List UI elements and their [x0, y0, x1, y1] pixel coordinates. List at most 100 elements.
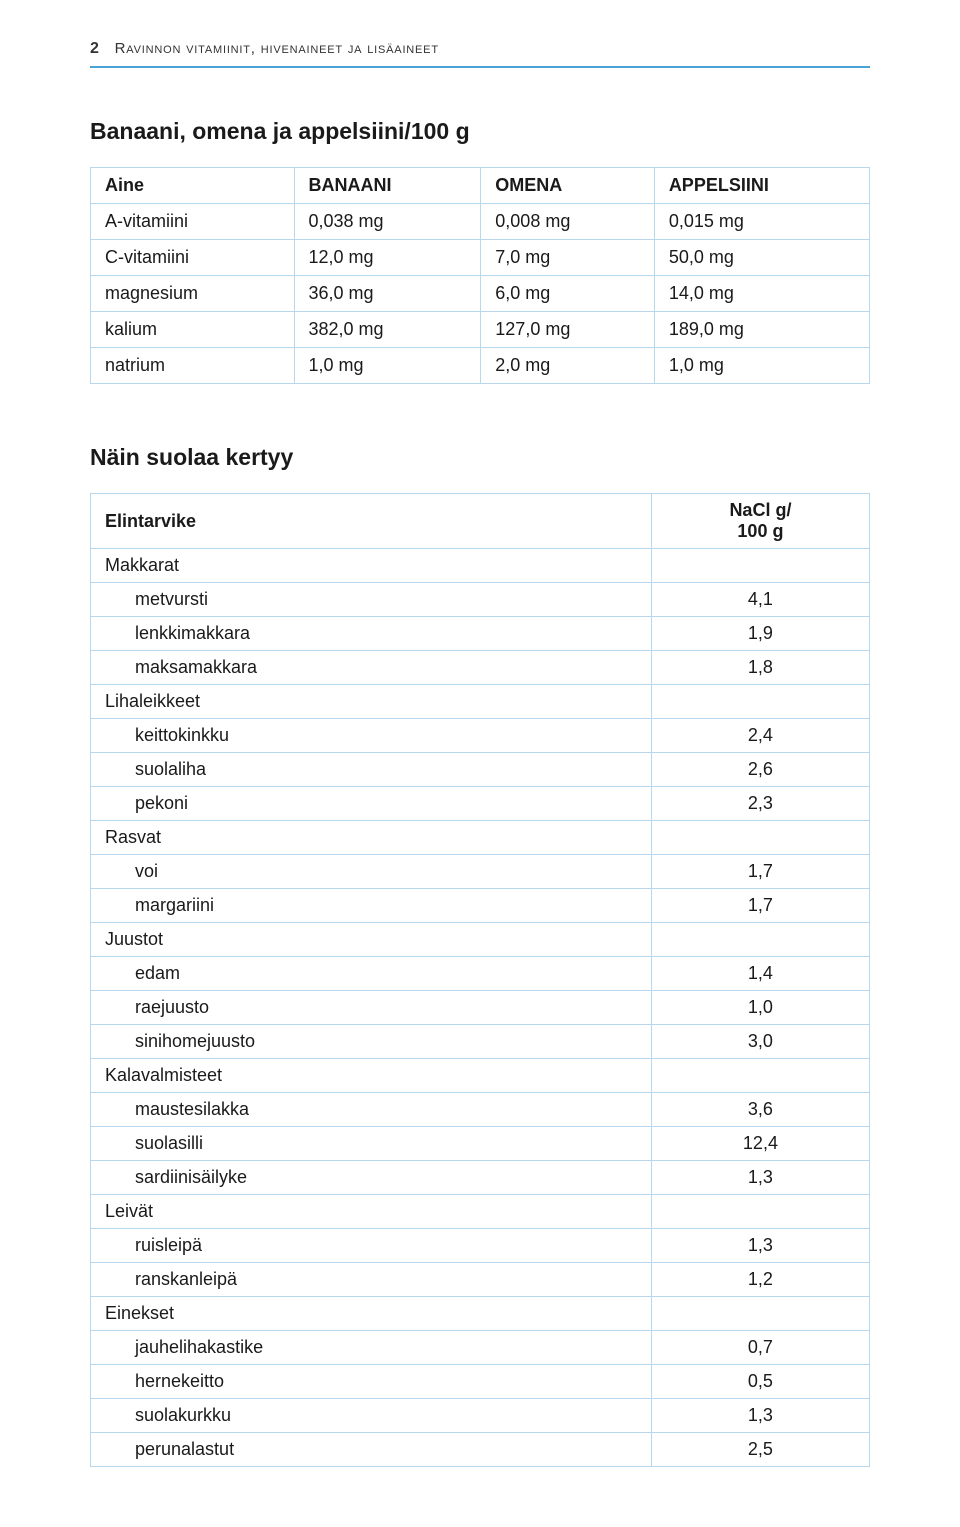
item-label: edam — [91, 957, 652, 991]
item-label: ruisleipä — [91, 1229, 652, 1263]
item-label: lenkkimakkara — [91, 617, 652, 651]
table-row: margariini1,7 — [91, 889, 870, 923]
item-value: 1,8 — [651, 651, 869, 685]
table-row: lenkkimakkara1,9 — [91, 617, 870, 651]
table1-header-3: APPELSIINI — [654, 168, 869, 204]
item-label: margariini — [91, 889, 652, 923]
item-label: suolaliha — [91, 753, 652, 787]
running-header: 2 Ravinnon vitamiinit, hivenaineet ja li… — [90, 40, 870, 58]
table-cell: 382,0 mg — [294, 312, 481, 348]
item-label: maksamakkara — [91, 651, 652, 685]
table-row: jauhelihakastike0,7 — [91, 1331, 870, 1365]
table-row: Einekset — [91, 1297, 870, 1331]
item-label: sinihomejuusto — [91, 1025, 652, 1059]
item-value: 1,4 — [651, 957, 869, 991]
table2-body: Makkaratmetvursti4,1lenkkimakkara1,9maks… — [91, 549, 870, 1467]
table1-title: Banaani, omena ja appelsiini/100 g — [90, 118, 870, 145]
item-value: 1,7 — [651, 855, 869, 889]
item-value: 2,6 — [651, 753, 869, 787]
table-row: Lihaleikkeet — [91, 685, 870, 719]
table-row: magnesium36,0 mg6,0 mg14,0 mg — [91, 276, 870, 312]
group-label: Kalavalmisteet — [91, 1059, 652, 1093]
table-row: maksamakkara1,8 — [91, 651, 870, 685]
table-row: keittokinkku2,4 — [91, 719, 870, 753]
item-value: 0,7 — [651, 1331, 869, 1365]
table-cell: 127,0 mg — [481, 312, 655, 348]
table-row: pekoni2,3 — [91, 787, 870, 821]
table1-header-2: OMENA — [481, 168, 655, 204]
item-label: ranskanleipä — [91, 1263, 652, 1297]
table-row: raejuusto1,0 — [91, 991, 870, 1025]
page-number: 2 — [90, 40, 100, 57]
table-cell: magnesium — [91, 276, 295, 312]
table-cell: 12,0 mg — [294, 240, 481, 276]
table-row: kalium382,0 mg127,0 mg189,0 mg — [91, 312, 870, 348]
item-label: pekoni — [91, 787, 652, 821]
table-row: Kalavalmisteet — [91, 1059, 870, 1093]
table-row: C-vitamiini12,0 mg7,0 mg50,0 mg — [91, 240, 870, 276]
item-label: maustesilakka — [91, 1093, 652, 1127]
group-label: Einekset — [91, 1297, 652, 1331]
table-row: Aine BANAANI OMENA APPELSIINI — [91, 168, 870, 204]
table-row: sinihomejuusto3,0 — [91, 1025, 870, 1059]
table-cell: 14,0 mg — [654, 276, 869, 312]
table-cell — [651, 1297, 869, 1331]
group-label: Juustot — [91, 923, 652, 957]
table-cell: 1,0 mg — [654, 348, 869, 384]
table-row: edam1,4 — [91, 957, 870, 991]
table-cell — [651, 1059, 869, 1093]
table-cell: 0,008 mg — [481, 204, 655, 240]
salt-content-table: Elintarvike NaCl g/ 100 g Makkaratmetvur… — [90, 493, 870, 1467]
table1-header-0: Aine — [91, 168, 295, 204]
item-value: 4,1 — [651, 583, 869, 617]
item-label: hernekeitto — [91, 1365, 652, 1399]
group-label: Lihaleikkeet — [91, 685, 652, 719]
table1-body: A-vitamiini0,038 mg0,008 mg0,015 mgC-vit… — [91, 204, 870, 384]
table-cell: 50,0 mg — [654, 240, 869, 276]
table-row: natrium1,0 mg2,0 mg1,0 mg — [91, 348, 870, 384]
group-label: Rasvat — [91, 821, 652, 855]
table-cell — [651, 923, 869, 957]
table-row: suolakurkku1,3 — [91, 1399, 870, 1433]
item-value: 2,4 — [651, 719, 869, 753]
table-cell: 36,0 mg — [294, 276, 481, 312]
table-row: Makkarat — [91, 549, 870, 583]
item-value: 1,7 — [651, 889, 869, 923]
item-value: 2,3 — [651, 787, 869, 821]
table2-header-1: NaCl g/ 100 g — [651, 494, 869, 549]
item-value: 12,4 — [651, 1127, 869, 1161]
item-value: 1,3 — [651, 1161, 869, 1195]
table-cell: 1,0 mg — [294, 348, 481, 384]
table-row: A-vitamiini0,038 mg0,008 mg0,015 mg — [91, 204, 870, 240]
item-value: 3,0 — [651, 1025, 869, 1059]
table-row: Leivät — [91, 1195, 870, 1229]
running-title: Ravinnon vitamiinit, hivenaineet ja lisä… — [115, 40, 439, 57]
table-cell: C-vitamiini — [91, 240, 295, 276]
table-row: Elintarvike NaCl g/ 100 g — [91, 494, 870, 549]
table-cell — [651, 685, 869, 719]
item-label: suolasilli — [91, 1127, 652, 1161]
item-label: suolakurkku — [91, 1399, 652, 1433]
table-row: Juustot — [91, 923, 870, 957]
item-value: 1,3 — [651, 1399, 869, 1433]
table-row: suolaliha2,6 — [91, 753, 870, 787]
table1-header-1: BANAANI — [294, 168, 481, 204]
item-value: 1,0 — [651, 991, 869, 1025]
item-value: 3,6 — [651, 1093, 869, 1127]
table-row: ranskanleipä1,2 — [91, 1263, 870, 1297]
table-cell — [651, 1195, 869, 1229]
item-label: sardiinisäilyke — [91, 1161, 652, 1195]
table-row: sardiinisäilyke1,3 — [91, 1161, 870, 1195]
item-label: keittokinkku — [91, 719, 652, 753]
header-rule — [90, 66, 870, 68]
item-value: 0,5 — [651, 1365, 869, 1399]
table-cell: 189,0 mg — [654, 312, 869, 348]
item-label: voi — [91, 855, 652, 889]
table-cell — [651, 821, 869, 855]
table-cell — [651, 549, 869, 583]
table-cell: 6,0 mg — [481, 276, 655, 312]
item-value: 1,9 — [651, 617, 869, 651]
item-value: 2,5 — [651, 1433, 869, 1467]
item-value: 1,2 — [651, 1263, 869, 1297]
fruit-nutrients-table: Aine BANAANI OMENA APPELSIINI A-vitamiin… — [90, 167, 870, 384]
